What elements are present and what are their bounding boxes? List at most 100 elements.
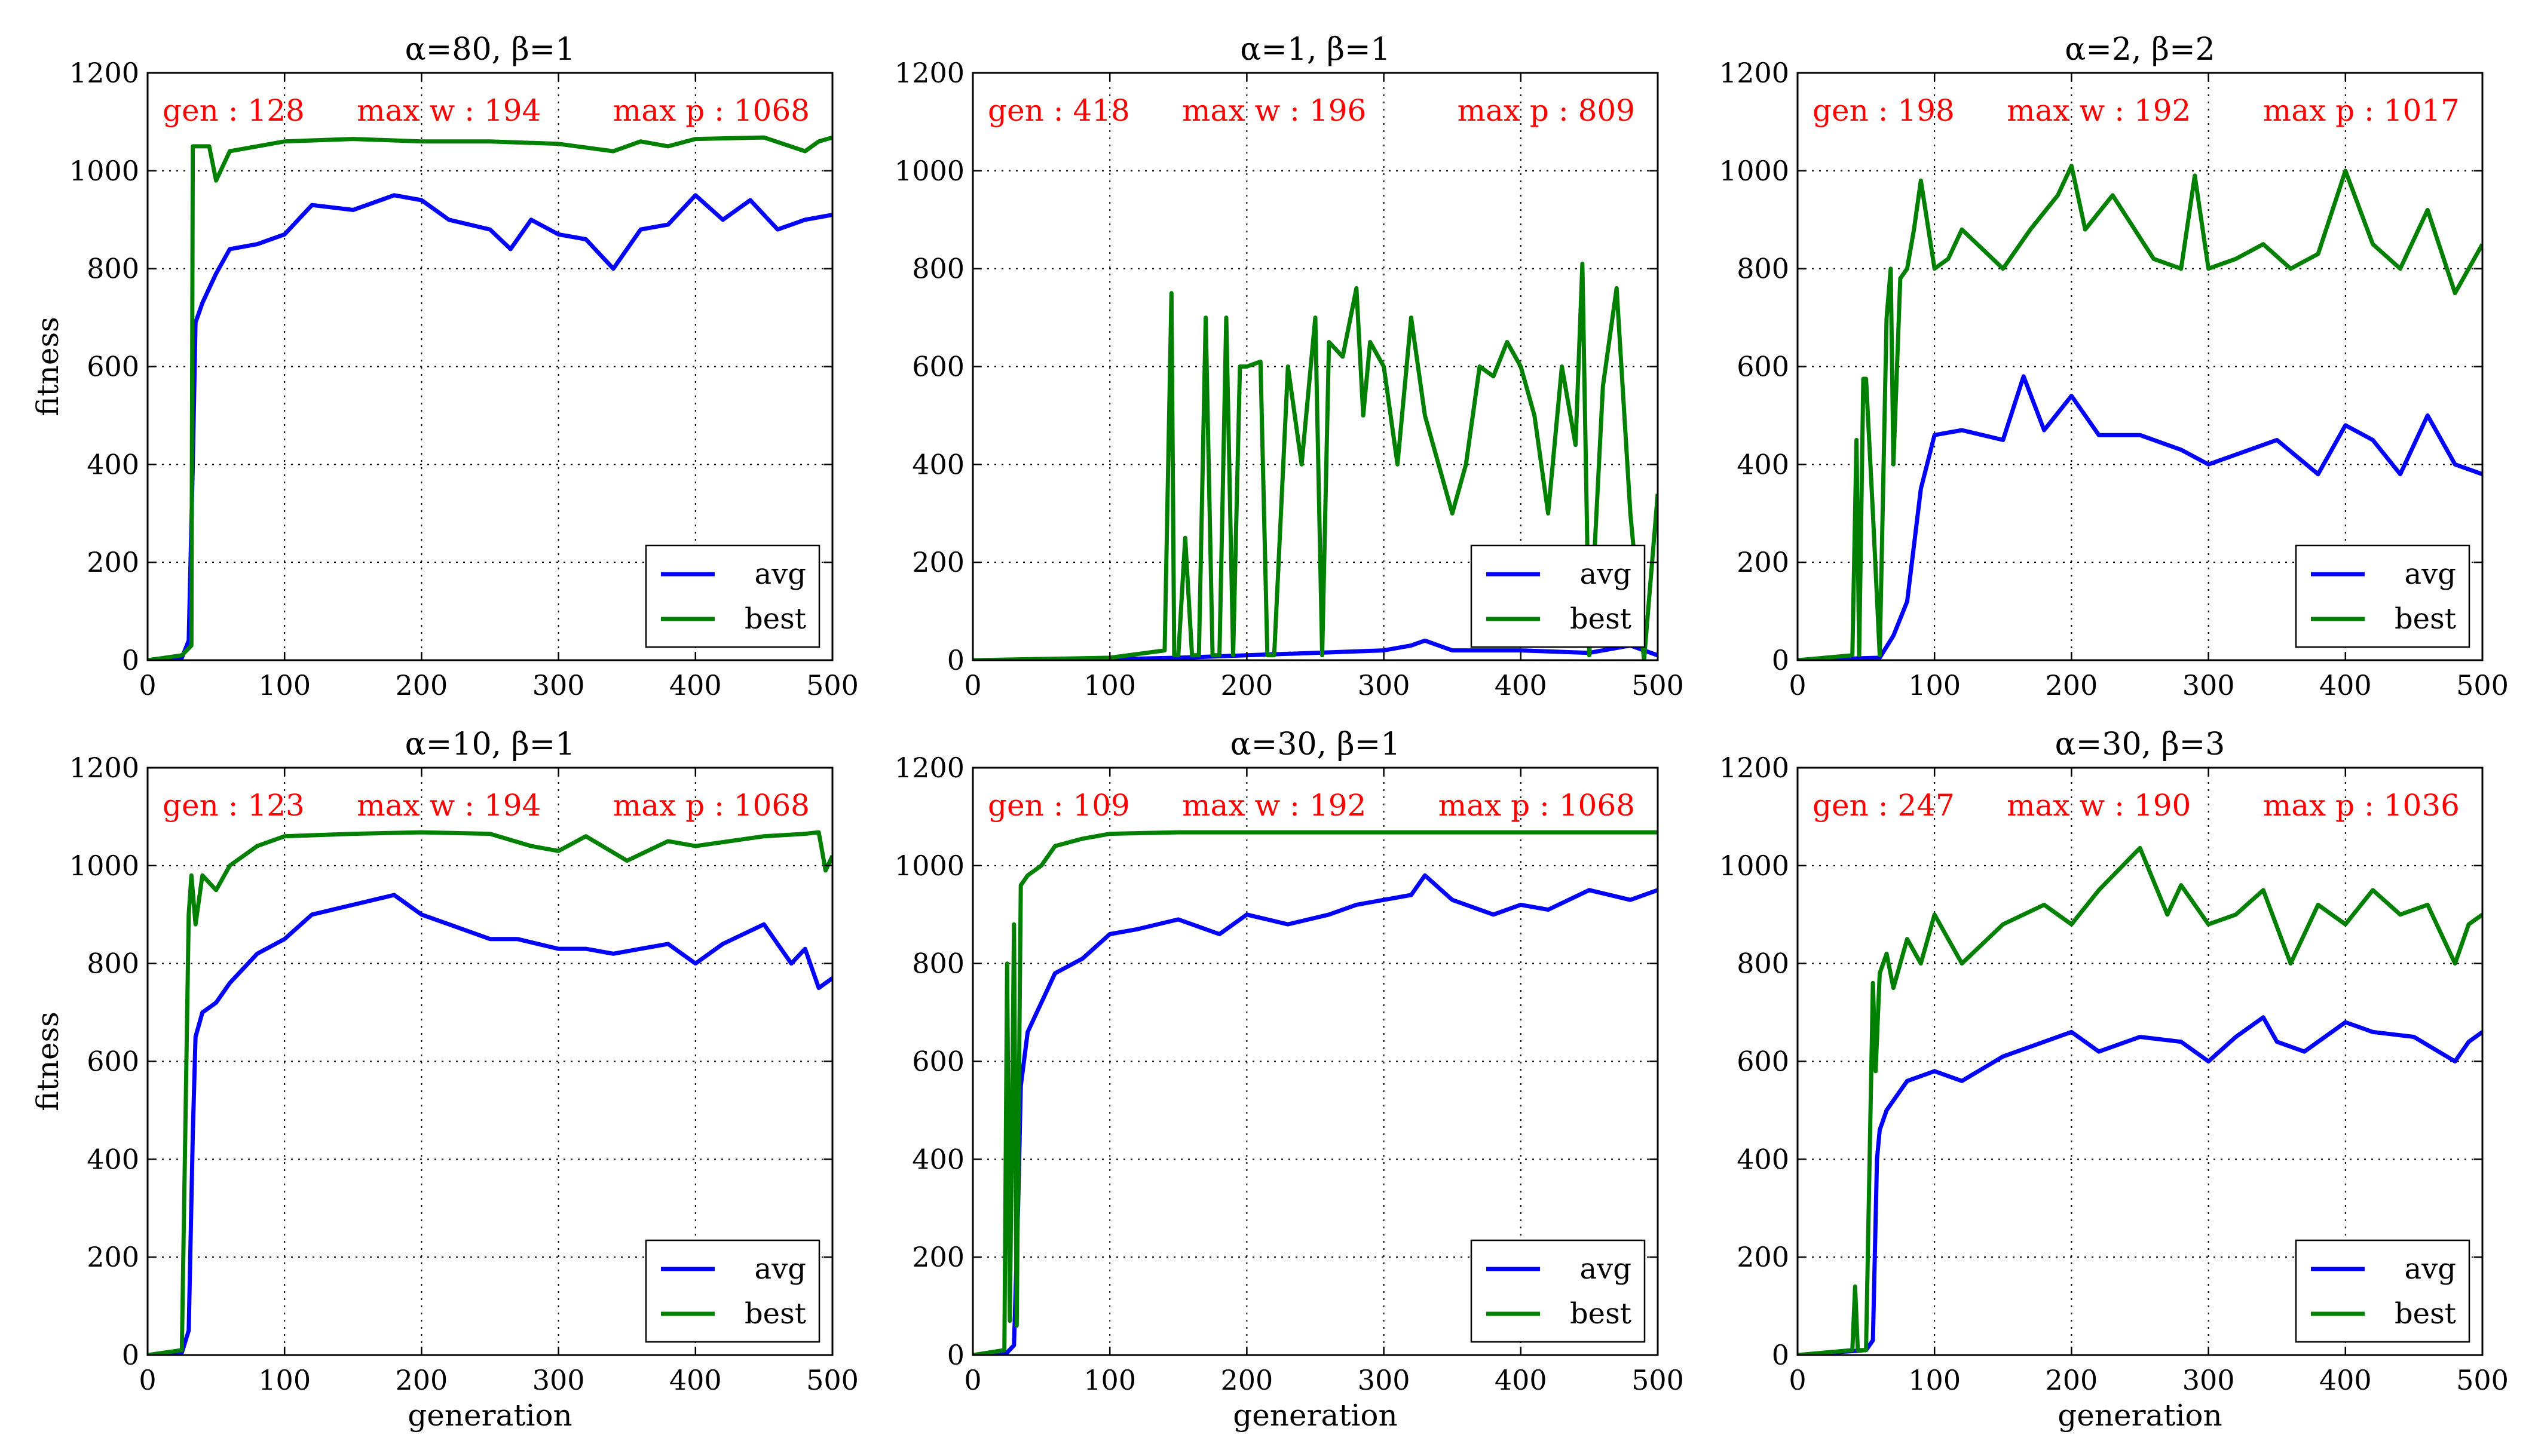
y-tick-label: 400 — [87, 448, 139, 480]
x-tick-label: 100 — [1908, 669, 1961, 701]
x-axis-label: generation — [408, 1398, 572, 1433]
y-tick-label: 800 — [1737, 253, 1789, 285]
x-tick-label: 500 — [2456, 1364, 2509, 1396]
legend: avg best — [1470, 1239, 1646, 1343]
legend: avg best — [645, 1239, 820, 1343]
x-axis-label: generation — [2058, 1398, 2222, 1433]
chart-panel-4: 0 100 200 300 400 500 0 200 400 600 800 1000 1200 α=1… — [30, 727, 859, 1433]
y-tick-label: 200 — [912, 1241, 965, 1273]
chart-title: α=30, β=1 — [1230, 727, 1401, 762]
x-tick-label: 400 — [669, 669, 722, 701]
y-tick-label: 1200 — [895, 752, 965, 784]
annotation-max-p: max p : 1068 — [613, 788, 810, 823]
y-tick-label: 1200 — [1719, 752, 1789, 784]
x-tick-label: 0 — [964, 669, 981, 701]
x-tick-label: 300 — [2182, 669, 2235, 701]
y-tick-label: 800 — [912, 253, 965, 285]
y-tick-label: 1000 — [895, 850, 965, 882]
y-tick-label: 800 — [87, 253, 139, 285]
legend: avg best — [2295, 544, 2470, 648]
legend-box — [1470, 544, 1646, 648]
y-tick-label: 600 — [1737, 351, 1789, 383]
x-tick-label: 0 — [964, 1364, 981, 1396]
chart-title: α=30, β=3 — [2055, 727, 2225, 762]
annotation-max-p: max p : 809 — [1458, 93, 1635, 128]
x-tick-label: 200 — [1220, 669, 1273, 701]
chart-panel-6: 0 100 200 300 400 500 0 200 400 600 800 1000 1200 α=3… — [1719, 727, 2509, 1433]
y-tick-label: 200 — [87, 1241, 139, 1273]
chart-panel-2: 0 100 200 300 400 500 0 200 400 600 800 1000 1200 α=1… — [895, 32, 1684, 701]
chart-title: α=10, β=1 — [405, 727, 575, 762]
y-tick-label: 0 — [947, 1339, 965, 1371]
legend-label-best: best — [2395, 602, 2456, 636]
x-tick-label: 400 — [1495, 669, 1547, 701]
annotation-gen: gen : 123 — [163, 788, 305, 823]
y-tick-label: 0 — [122, 644, 139, 676]
y-tick-label: 200 — [1737, 1241, 1789, 1273]
legend: avg best — [1470, 544, 1646, 648]
x-tick-label: 100 — [1908, 1364, 1961, 1396]
legend-box — [2295, 544, 2470, 648]
y-tick-label: 1200 — [69, 57, 139, 89]
x-tick-label: 200 — [395, 1364, 448, 1396]
y-tick-label: 1200 — [69, 752, 139, 784]
y-tick-label: 600 — [87, 351, 139, 383]
x-tick-label: 300 — [532, 1364, 585, 1396]
annotation-max-w: max w : 196 — [1182, 93, 1366, 128]
y-tick-label: 200 — [1737, 546, 1789, 578]
legend-label-avg: avg — [2405, 557, 2456, 591]
legend-box — [1470, 1239, 1646, 1343]
y-tick-label: 200 — [912, 546, 965, 578]
y-tick-label: 600 — [912, 351, 965, 383]
x-tick-label: 100 — [1083, 669, 1136, 701]
y-tick-label: 0 — [1772, 1339, 1789, 1371]
legend-box — [2295, 1239, 2470, 1343]
legend-label-avg: avg — [1580, 557, 1631, 591]
x-tick-label: 200 — [2045, 1364, 2098, 1396]
annotation-max-w: max w : 192 — [2007, 93, 2191, 128]
x-tick-label: 500 — [806, 669, 859, 701]
legend-label-best: best — [745, 602, 806, 636]
x-tick-label: 300 — [2182, 1364, 2235, 1396]
x-tick-label: 500 — [806, 1364, 859, 1396]
x-axis-label: generation — [1233, 1398, 1398, 1433]
y-tick-label: 1000 — [69, 155, 139, 187]
y-tick-label: 600 — [1737, 1046, 1789, 1078]
legend-label-best: best — [1570, 602, 1631, 636]
legend-label-best: best — [745, 1297, 806, 1331]
x-tick-label: 500 — [1631, 669, 1684, 701]
series-line-avg — [973, 873, 1658, 1355]
annotation-max-w: max w : 194 — [357, 93, 541, 128]
y-tick-label: 1000 — [895, 155, 965, 187]
y-tick-label: 0 — [122, 1339, 139, 1371]
x-tick-label: 400 — [1495, 1364, 1547, 1396]
x-tick-label: 400 — [2319, 669, 2372, 701]
x-tick-label: 400 — [669, 1364, 722, 1396]
x-tick-label: 300 — [1358, 1364, 1410, 1396]
y-tick-label: 400 — [912, 1143, 965, 1175]
y-axis-label: fitness — [30, 317, 65, 416]
x-tick-label: 200 — [2045, 669, 2098, 701]
legend-label-avg: avg — [755, 557, 806, 591]
y-tick-label: 0 — [947, 644, 965, 676]
x-tick-label: 200 — [395, 669, 448, 701]
y-tick-label: 400 — [87, 1143, 139, 1175]
legend-label-best: best — [2395, 1297, 2456, 1331]
legend: avg best — [645, 544, 820, 648]
series-line-best — [1798, 164, 2482, 660]
annotation-max-p: max p : 1068 — [1438, 788, 1635, 823]
x-tick-label: 0 — [1789, 1364, 1806, 1396]
legend-label-best: best — [1570, 1297, 1631, 1331]
series-line-avg — [148, 893, 832, 1355]
annotation-max-w: max w : 190 — [2007, 788, 2191, 823]
y-tick-label: 400 — [1737, 1143, 1789, 1175]
x-tick-label: 500 — [1631, 1364, 1684, 1396]
chart-panel-3: 0 100 200 300 400 500 0 200 400 600 800 1000 1200 α=2… — [1719, 32, 2509, 701]
series-line-best — [973, 262, 1658, 660]
x-tick-label: 100 — [258, 1364, 311, 1396]
chart-title: α=80, β=1 — [405, 32, 575, 68]
series-line-best — [148, 135, 832, 660]
series-line-best — [1798, 845, 2482, 1355]
legend-label-avg: avg — [755, 1252, 806, 1286]
